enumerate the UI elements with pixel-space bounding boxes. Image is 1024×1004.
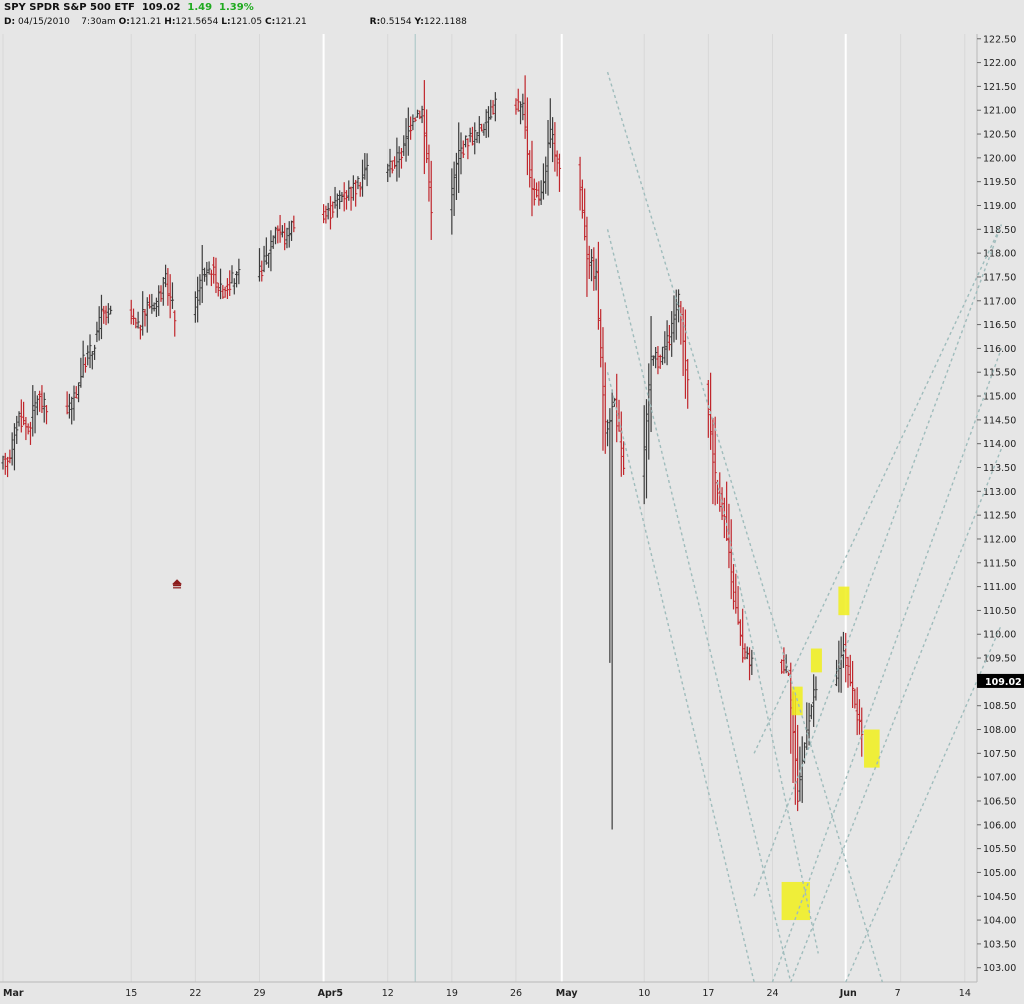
plot-area <box>0 34 977 982</box>
price-tick-label: 120.00 <box>983 153 1016 164</box>
price-tick-label: 113.00 <box>983 487 1016 498</box>
open-label: O: <box>118 17 130 27</box>
low-value: 121.05 <box>230 17 263 27</box>
price-tick-label: 115.00 <box>983 392 1016 403</box>
high-label: H: <box>164 17 176 27</box>
price-tick-label: 106.00 <box>983 820 1016 831</box>
trendline <box>716 481 819 954</box>
price-tick-label: 116.00 <box>983 344 1016 355</box>
symbol-name: SPDR S&P 500 ETF <box>29 2 135 13</box>
price-tick-label: 117.50 <box>983 272 1016 283</box>
symbol-header: SPY SPDR S&P 500 ETF 109.02 1.49 1.39% <box>4 2 254 13</box>
current-price-label: 109.02 <box>985 677 1022 688</box>
last-price: 109.02 <box>141 2 181 13</box>
price-tick-label: 112.00 <box>983 534 1016 545</box>
price-tick-label: 105.50 <box>983 844 1016 855</box>
price-tick-label: 122.00 <box>983 58 1016 69</box>
trendline <box>845 624 1003 983</box>
price-tick-label: 109.50 <box>983 654 1016 665</box>
date-tick-label: 26 <box>510 988 522 999</box>
date-tick-label: 22 <box>189 988 201 999</box>
price-tick-label: 113.50 <box>983 463 1016 474</box>
date-tick-label: 14 <box>959 988 971 999</box>
trendline <box>606 71 884 983</box>
highlight-box <box>810 648 822 673</box>
price-tick-label: 114.00 <box>983 439 1016 450</box>
low-label: L: <box>221 17 231 27</box>
date-tick-label: 17 <box>702 988 714 999</box>
price-tick-label: 111.50 <box>983 558 1016 569</box>
price-tick-label: 103.50 <box>983 939 1016 950</box>
price-tick-label: 119.50 <box>983 177 1016 188</box>
crosshair-readout: D: 04/15/2010 7:30am O:121.21 H:121.5654… <box>4 17 467 27</box>
current-price-tag <box>977 673 1024 688</box>
price-tick-label: 104.50 <box>983 892 1016 903</box>
symbol-ticker: SPY <box>4 2 26 13</box>
date-tick-label: 29 <box>253 988 265 999</box>
price-tick-label: 111.00 <box>983 582 1016 593</box>
highlight-box <box>838 586 850 616</box>
price-tick-label: 108.50 <box>983 701 1016 712</box>
date-tick-label: May <box>556 988 579 999</box>
price-axis-panel <box>977 34 1024 982</box>
price-tick-label: 110.50 <box>983 606 1016 617</box>
price-tick-label: 105.00 <box>983 868 1016 879</box>
price-tick-label: 121.50 <box>983 82 1016 93</box>
open-value: 121.21 <box>129 17 162 27</box>
price-tick-label: 117.00 <box>983 296 1016 307</box>
price-tick-label: 121.00 <box>983 106 1016 117</box>
price-tick-label: 107.50 <box>983 749 1016 760</box>
price-tick-label: 110.00 <box>983 630 1016 641</box>
price-tick-label: 116.50 <box>983 320 1016 331</box>
highlight-box <box>864 729 880 768</box>
price-tick-label: 120.50 <box>983 130 1016 141</box>
date-tick-label: 15 <box>125 988 137 999</box>
trendline <box>753 224 1003 897</box>
price-tick-label: 122.50 <box>983 34 1016 45</box>
price-tick-label: 112.50 <box>983 511 1016 522</box>
price-tick-label: 103.00 <box>983 963 1016 974</box>
trendline <box>771 348 1003 983</box>
date-label: D: <box>4 17 16 27</box>
time-value: 7:30am <box>81 17 116 27</box>
date-tick-label: Jun <box>839 988 857 999</box>
date-tick-label: 24 <box>766 988 778 999</box>
price-change: 1.49 <box>187 2 213 13</box>
high-value: 121.5654 <box>175 17 219 27</box>
price-tick-label: 108.00 <box>983 725 1016 736</box>
y-label: Y: <box>414 17 424 27</box>
signal-arrow-icon <box>172 579 183 585</box>
price-tick-label: 114.50 <box>983 415 1016 426</box>
price-tick-label: 106.50 <box>983 796 1016 807</box>
close-value: 121.21 <box>275 17 307 27</box>
date-tick-label: 10 <box>638 988 650 999</box>
date-tick-label: 19 <box>446 988 458 999</box>
date-tick-label: Mar <box>3 988 24 999</box>
price-tick-label: 104.00 <box>983 916 1016 927</box>
date-tick-label: 7 <box>895 988 901 999</box>
price-tick-label: 115.50 <box>983 368 1016 379</box>
price-tick-label: 107.00 <box>983 773 1016 784</box>
trendline <box>753 224 1003 754</box>
range-value: 0.5154 <box>380 17 412 27</box>
close-label: C: <box>264 17 276 27</box>
date-value: 04/15/2010 <box>17 17 70 27</box>
range-label: R: <box>369 17 381 27</box>
date-tick-label: 12 <box>382 988 394 999</box>
price-tick-label: 118.00 <box>983 249 1016 260</box>
y-value: 122.1188 <box>423 17 467 27</box>
signal-arrow-base <box>173 584 182 587</box>
trendline <box>606 372 755 983</box>
date-tick-label: Apr5 <box>318 988 343 999</box>
price-tick-label: 119.00 <box>983 201 1016 212</box>
signal-arrow-base-line <box>173 587 182 589</box>
price-change-percent: 1.39% <box>219 2 254 13</box>
ohlc-bars <box>1 75 864 830</box>
highlight-box <box>781 881 810 921</box>
